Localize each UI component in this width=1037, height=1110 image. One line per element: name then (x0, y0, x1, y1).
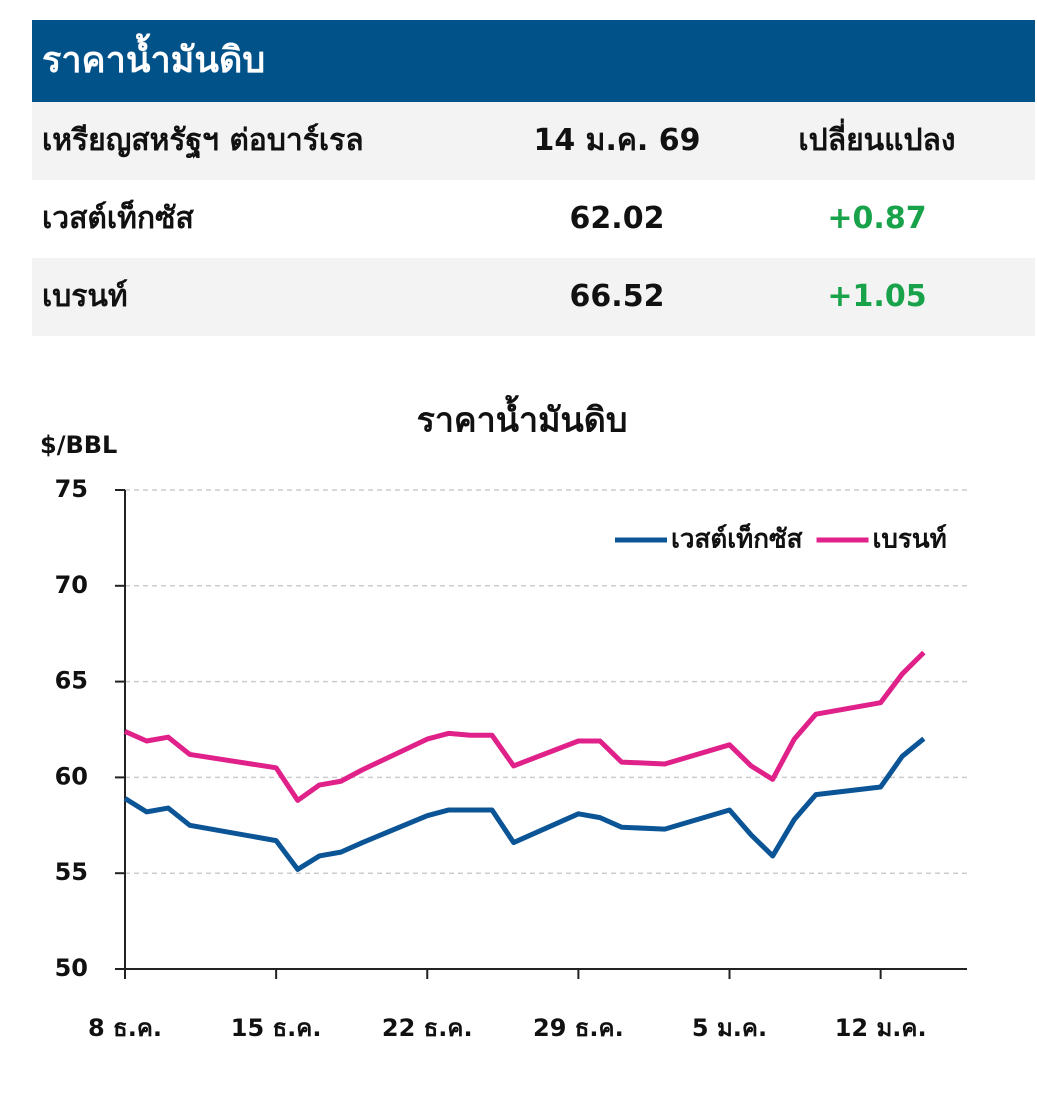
cell: 66.52 (569, 279, 665, 314)
chart-title: ราคาน้ำมันดิบ (417, 395, 628, 441)
table-header-row: เหรียญสหรัฐฯ ต่อบาร์เรล 14 ม.ค. 69 เปลี่… (32, 102, 1035, 180)
x-tick-label: 22 ธ.ค. (382, 1014, 473, 1042)
data-line (123, 650, 926, 803)
y-axis-label: $/BBL (40, 431, 117, 459)
data-line (123, 736, 926, 872)
x-tick-label: 29 ธ.ค. (533, 1014, 624, 1042)
table-row: เวสต์เท็กซัส 62.02 +0.87 (32, 180, 1035, 258)
x-tick-label: 15 ธ.ค. (231, 1014, 322, 1042)
column-header: 14 ม.ค. 69 (533, 123, 701, 158)
y-tick-label: 65 (55, 667, 88, 695)
y-tick-label: 55 (55, 858, 88, 886)
cell: เบรนท์ (42, 279, 128, 314)
legend-label: เวสต์เท็กซัส (671, 523, 803, 555)
column-header: เปลี่ยนแปลง (798, 123, 956, 158)
column-header: เหรียญสหรัฐฯ ต่อบาร์เรล (42, 123, 364, 158)
cell: +0.87 (827, 201, 927, 236)
cell: เวสต์เท็กซัส (42, 201, 194, 236)
table-row: เบรนท์ 66.52 +1.05 (32, 258, 1035, 336)
y-tick-label: 75 (55, 475, 88, 503)
x-tick-label: 12 ม.ค. (835, 1014, 927, 1042)
y-tick-label: 60 (55, 762, 88, 790)
x-tick-label: 5 ม.ค. (692, 1014, 767, 1042)
table-title: ราคาน้ำมันดิบ (32, 20, 1035, 102)
x-tick-label: 8 ธ.ค. (88, 1014, 162, 1042)
cell: +1.05 (827, 279, 927, 314)
legend-label: เบรนท์ (873, 524, 947, 555)
cell: 62.02 (569, 201, 665, 236)
y-tick-label: 70 (55, 571, 88, 599)
y-tick-label: 50 (55, 954, 88, 982)
